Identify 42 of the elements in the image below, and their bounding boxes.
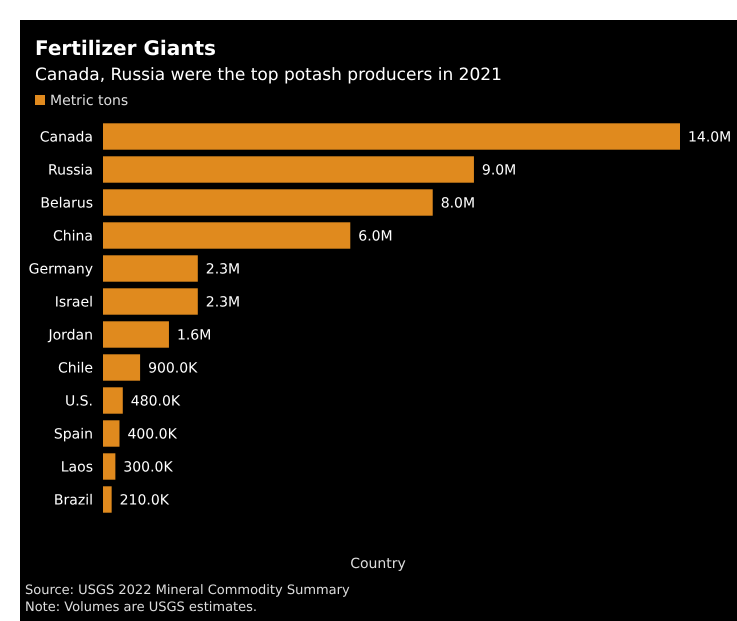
bar — [103, 321, 169, 348]
y-tick-label: Belarus — [40, 195, 93, 212]
bar — [103, 222, 350, 249]
bar — [103, 486, 112, 513]
chart-subtitle: Canada, Russia were the top potash producers in 2021 — [35, 65, 502, 85]
bar — [103, 420, 120, 447]
data-label: 14.0M — [688, 129, 732, 146]
text: Note: Volumes are USGS estimates. — [25, 600, 258, 615]
y-tick-label: Chile — [58, 360, 93, 376]
y-tick-label: U.S. — [64, 393, 93, 410]
y-tick-label: Israel — [54, 294, 93, 310]
y-tick-label: Laos — [60, 459, 93, 476]
y-tick-label: China — [53, 228, 93, 244]
y-tick-label: Spain — [54, 426, 93, 442]
data-label: 8.0M — [440, 195, 476, 212]
data-label: 300.0K — [123, 459, 174, 476]
chart-title: Fertilizer Giants — [35, 36, 216, 60]
bar — [103, 387, 123, 414]
x-axis-title: Country — [350, 556, 406, 572]
bar — [103, 156, 474, 183]
data-label: 2.3M — [206, 294, 240, 310]
bar — [103, 453, 116, 480]
bar — [103, 189, 433, 216]
data-label: 9.0M — [482, 162, 516, 178]
legend-label: Metric tons — [50, 93, 128, 109]
data-label: 1.6M — [176, 327, 212, 344]
bar — [103, 354, 140, 381]
data-label: 480.0K — [130, 393, 181, 410]
source-note: Source: USGS 2022 Mineral Commodity Summary — [25, 583, 350, 598]
data-label: 6.0M — [358, 228, 393, 244]
data-label: 900.0K — [148, 360, 198, 376]
y-tick-label: Russia — [48, 162, 93, 178]
y-tick-label: Brazil — [54, 492, 93, 508]
y-tick-label: Germany — [28, 261, 93, 278]
data-label: 2.3M — [206, 261, 240, 278]
bar — [103, 123, 680, 150]
bar — [103, 288, 198, 315]
y-tick-label: Jordan — [47, 327, 93, 344]
bar — [103, 255, 198, 282]
y-tick-label: Canada — [40, 129, 93, 146]
data-label: 400.0K — [127, 426, 178, 442]
data-label: 210.0K — [120, 492, 170, 508]
